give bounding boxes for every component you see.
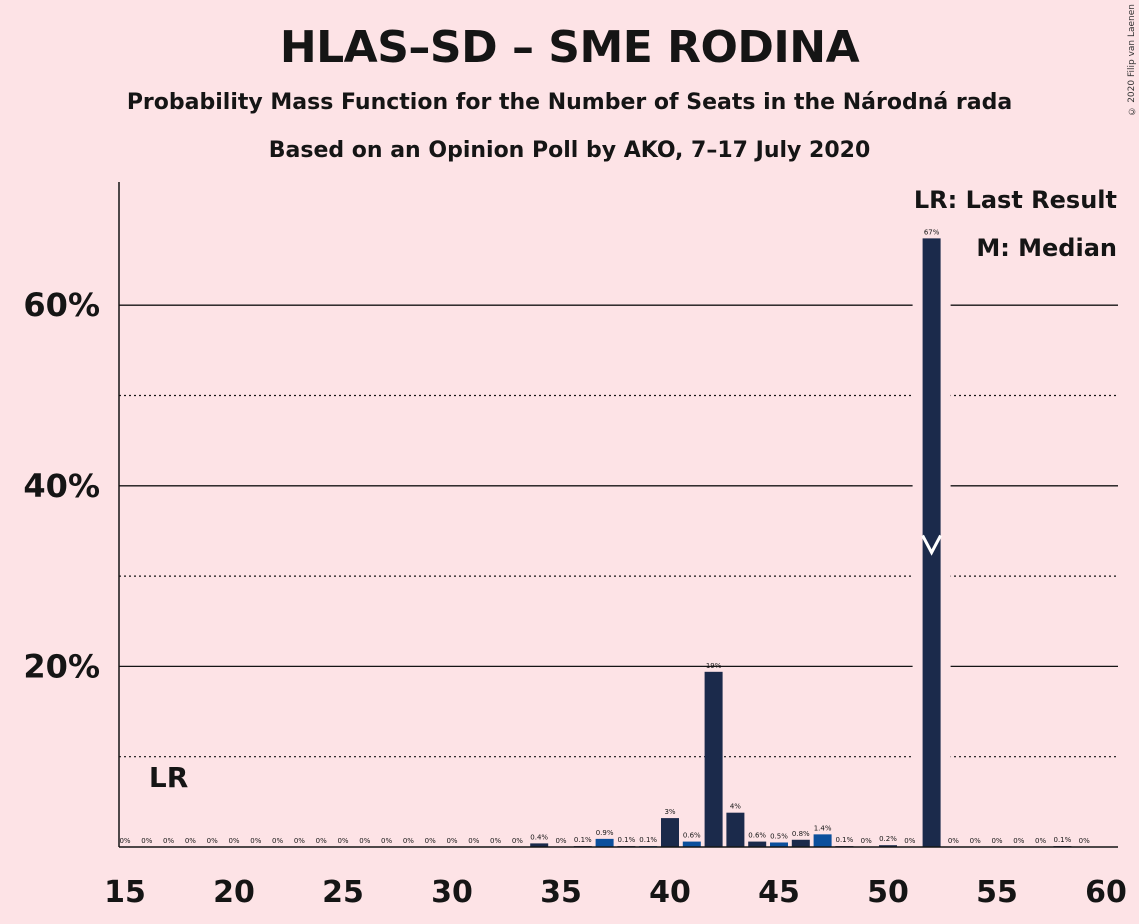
bar-label-seat-44: 0.6%	[748, 832, 766, 840]
bar-label-seat-21: 0%	[250, 837, 261, 845]
bar-seat-44	[748, 841, 767, 847]
x-tick-label: 60	[1085, 875, 1127, 910]
bar-label-seat-20: 0%	[228, 837, 239, 845]
bar-seat-34	[530, 843, 549, 847]
bar-label-seat-56: 0%	[1013, 837, 1024, 845]
bar-label-seat-23: 0%	[294, 837, 305, 845]
bar-seat-37	[595, 838, 614, 847]
last-result-marker: LR	[149, 761, 188, 794]
y-tick-label: 40%	[23, 467, 100, 505]
bar-label-seat-22: 0%	[272, 837, 283, 845]
chart-subtitle: Probability Mass Function for the Number…	[126, 90, 1013, 115]
bar-label-seat-25: 0%	[337, 837, 348, 845]
bar-label-seat-59: 0%	[1079, 837, 1090, 845]
bar-seat-47	[813, 834, 832, 847]
bar-label-seat-33: 0%	[512, 837, 523, 845]
x-tick-label: 40	[649, 875, 691, 910]
y-tick-label: 20%	[23, 647, 100, 685]
bar-label-seat-32: 0%	[490, 837, 501, 845]
bar-label-seat-58: 0.1%	[1054, 836, 1072, 844]
bar-label-seat-38: 0.1%	[618, 836, 636, 844]
bar-seat-41	[682, 841, 701, 847]
bar-label-seat-31: 0%	[468, 837, 479, 845]
bar-label-seat-51: 0%	[904, 837, 915, 845]
bar-seat-50	[879, 845, 897, 847]
bar-label-seat-24: 0%	[316, 837, 327, 845]
bar-label-seat-53: 0%	[948, 837, 959, 845]
bar-label-seat-36: 0.1%	[574, 836, 592, 844]
bar-label-seat-45: 0.5%	[770, 832, 788, 840]
markers: LR	[149, 534, 942, 794]
bar-label-seat-27: 0%	[381, 837, 392, 845]
legend-median: M: Median	[976, 234, 1117, 262]
x-tick-label: 50	[867, 875, 909, 910]
bar-value-labels: 0% 0% 0% 0% 0% 0% 0% 0% 0% 0% 0% 0% 0% 0% 0% 0% 0% 0% 0% 0.…	[119, 228, 1090, 845]
axes	[118, 182, 1118, 848]
x-tick-label: 20	[213, 875, 255, 910]
chart-source-line: Based on an Opinion Poll by AKO, 7–17 Ju…	[268, 138, 871, 163]
bar-label-seat-35: 0%	[555, 837, 566, 845]
bar-seat-46	[791, 839, 810, 847]
bar-label-seat-39: 0.1%	[639, 836, 657, 844]
bars	[530, 238, 1072, 848]
bar-seat-43	[726, 812, 745, 847]
bar-label-seat-52: 67%	[924, 228, 940, 236]
bar-label-seat-26: 0%	[359, 837, 370, 845]
bar-label-seat-18: 0%	[185, 837, 196, 845]
median-marker	[921, 534, 942, 556]
bar-seat-45	[770, 842, 788, 847]
chart-title: HLAS–SD – SME RODINA	[279, 22, 860, 73]
legend-last-result: LR: Last Result	[913, 186, 1117, 214]
gridlines	[119, 304, 1118, 758]
bar-label-seat-19: 0%	[207, 837, 218, 845]
bar-label-seat-30: 0%	[446, 837, 457, 845]
bar-label-seat-48: 0.1%	[836, 836, 854, 844]
bar-seat-42	[704, 671, 723, 847]
bar-label-seat-16: 0%	[141, 837, 152, 845]
x-tick-label: 55	[976, 875, 1018, 910]
bar-seat-52	[922, 238, 941, 848]
bar-label-seat-41: 0.6%	[683, 832, 701, 840]
bar-label-seat-15: 0%	[119, 837, 130, 845]
bar-label-seat-57: 0%	[1035, 837, 1046, 845]
x-tick-label: 25	[322, 875, 364, 910]
tick-labels: 15 20 25 30 35 40 45 50 55 60 20% 40% 60%	[23, 286, 1126, 910]
bar-label-seat-43: 4%	[730, 803, 741, 811]
x-tick-label: 35	[540, 875, 582, 910]
bar-label-seat-42: 19%	[706, 662, 722, 670]
bar-label-seat-50: 0.2%	[879, 835, 897, 843]
bar-label-seat-29: 0%	[425, 837, 436, 845]
x-tick-label: 15	[104, 875, 146, 910]
bar-label-seat-49: 0%	[861, 837, 872, 845]
bar-label-seat-34: 0.4%	[530, 833, 548, 841]
y-tick-label: 60%	[23, 286, 100, 324]
bar-label-seat-55: 0%	[991, 837, 1002, 845]
bar-label-seat-47: 1.4%	[814, 824, 832, 832]
bar-label-seat-17: 0%	[163, 837, 174, 845]
bar-label-seat-28: 0%	[403, 837, 414, 845]
x-tick-label: 30	[431, 875, 473, 910]
x-tick-label: 45	[758, 875, 800, 910]
bar-label-seat-37: 0.9%	[596, 829, 614, 837]
bar-label-seat-46: 0.8%	[792, 830, 810, 838]
bar-label-seat-40: 3%	[664, 808, 675, 816]
bar-seat-40	[661, 818, 679, 847]
bar-label-seat-54: 0%	[970, 837, 981, 845]
